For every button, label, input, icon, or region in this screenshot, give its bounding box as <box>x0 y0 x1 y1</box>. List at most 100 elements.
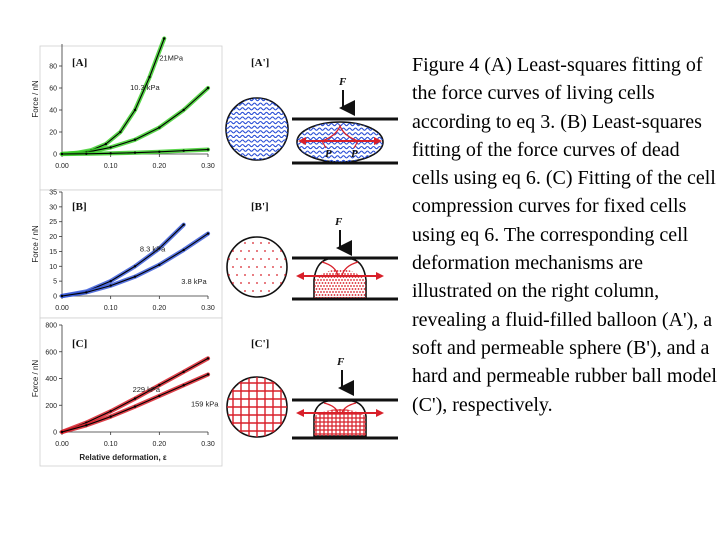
data-point-a-2 <box>85 152 88 155</box>
data-point-a-0 <box>104 142 108 146</box>
data-point-a-0 <box>133 108 137 112</box>
x-tick-label-a: 0.20 <box>153 163 167 170</box>
panel-c-background <box>39 317 223 467</box>
data-point-c-1 <box>206 373 210 376</box>
y-tick-label-a: 0 <box>53 152 57 159</box>
series-label-b-0: 8.3 kPa <box>140 244 166 253</box>
data-point-b-0 <box>182 223 185 226</box>
data-point-a-0 <box>163 37 166 40</box>
data-point-a-2 <box>182 149 185 152</box>
data-point-b-0 <box>109 279 112 283</box>
y-tick-label-c: 800 <box>45 323 57 330</box>
data-point-b-1 <box>182 248 185 252</box>
data-point-c-0 <box>182 370 185 374</box>
pressure-label-left: P <box>325 148 332 160</box>
data-point-a-1 <box>133 138 137 141</box>
data-point-a-2 <box>206 148 210 151</box>
data-point-c-1 <box>60 430 64 434</box>
data-point-c-1 <box>158 394 161 398</box>
rubber-ball-uncompressed <box>226 376 288 438</box>
panel-a-label: [A] <box>72 57 87 69</box>
data-point-a-2 <box>60 152 64 156</box>
x-axis-label-c: Relative deformation, ε <box>79 453 167 462</box>
data-point-b-1 <box>158 263 161 266</box>
y-tick-label-b: 5 <box>53 279 57 286</box>
pressure-label-right: P <box>351 148 358 160</box>
data-point-c-1 <box>133 405 137 408</box>
y-axis-label-a: Force / nN <box>31 80 40 118</box>
data-point-a-2 <box>158 150 161 153</box>
series-label-a-1: 10.3 kPa <box>130 83 160 92</box>
x-tick-label-a: 0.10 <box>104 163 118 170</box>
x-tick-label-c: 0.30 <box>201 441 215 448</box>
data-point-a-1 <box>109 146 112 149</box>
diagram-b-label: [B'] <box>251 201 269 213</box>
x-tick-label-c: 0.00 <box>55 441 69 448</box>
data-point-a-2 <box>133 151 137 154</box>
x-tick-label-b: 0.30 <box>201 305 215 312</box>
data-point-a-1 <box>206 86 210 90</box>
rubber-network-grid <box>227 377 287 437</box>
series-label-c-1: 159 kPa <box>191 400 219 409</box>
force-label-c: F <box>336 356 345 368</box>
force-label-a: F <box>338 76 347 88</box>
panel-b-label: [B] <box>72 201 87 213</box>
y-tick-label-b: 25 <box>49 219 57 226</box>
data-point-b-1 <box>133 275 137 278</box>
soft-sphere-uncompressed <box>226 236 288 298</box>
data-point-c-0 <box>206 357 210 360</box>
x-tick-label-c: 0.20 <box>153 441 167 448</box>
y-tick-label-c: 0 <box>53 430 57 437</box>
soft-sphere-compressed <box>313 258 367 299</box>
x-tick-label-a: 0.30 <box>201 163 215 170</box>
data-point-c-0 <box>133 397 137 400</box>
stress-curve-c <box>323 402 357 414</box>
series-label-c-0: 229 kPa <box>133 385 161 394</box>
figure-caption: Figure 4 (A) Least-squares fitting of th… <box>412 54 717 416</box>
y-tick-label-b: 0 <box>53 294 57 301</box>
x-tick-label-b: 0.10 <box>104 305 118 312</box>
data-point-b-0 <box>133 265 137 268</box>
y-tick-label-a: 60 <box>49 86 57 93</box>
balloon-cell-uncompressed <box>225 97 289 161</box>
diagram-c-prime: [C'] F <box>226 338 398 440</box>
x-tick-label-b: 0.00 <box>55 305 69 312</box>
y-tick-label-c: 200 <box>45 403 57 410</box>
data-point-c-0 <box>158 383 161 387</box>
data-point-a-0 <box>148 75 151 79</box>
data-point-c-0 <box>109 410 112 413</box>
x-tick-label-c: 0.10 <box>104 441 118 448</box>
y-tick-label-b: 15 <box>49 249 57 256</box>
data-point-b-1 <box>206 232 210 235</box>
data-point-a-1 <box>158 126 161 129</box>
data-point-b-1 <box>85 291 88 294</box>
plot-area-c: 0 200 400 600 800 0.00 0.10 0.20 0.30 Force / nN R… <box>31 323 219 463</box>
y-tick-label-a: 20 <box>49 130 57 137</box>
pressure-curve-a <box>321 124 359 142</box>
x-tick-label-a: 0.00 <box>55 163 69 170</box>
chart-a: [A] 0 20 40 60 80 0.00 0.10 0.20 0.30 Force / nN 2… <box>31 36 223 191</box>
data-point-a-2 <box>109 152 112 155</box>
panel-b-background <box>39 189 223 319</box>
plot-area-b: 0 5 10 15 20 25 30 35 0.00 0.10 0.20 0.30 Force / nN… <box>31 190 215 313</box>
stress-curve-b <box>321 261 359 277</box>
y-axis-label-b: Force / nN <box>31 225 40 263</box>
data-point-b-0 <box>158 247 161 250</box>
x-tick-label-b: 0.20 <box>153 305 167 312</box>
y-tick-label-b: 20 <box>49 234 57 241</box>
y-axis-label-c: Force / nN <box>31 360 40 398</box>
chart-c: [C] 0 200 400 600 800 0.00 0.10 0.20 0.30 Force /… <box>31 317 223 467</box>
diagram-b-prime: [B'] F <box>226 201 398 301</box>
data-point-c-1 <box>85 424 88 427</box>
y-tick-label-b: 35 <box>49 190 57 197</box>
data-point-a-1 <box>182 108 185 112</box>
force-label-b: F <box>334 216 343 228</box>
diagram-c-label: [C'] <box>251 338 269 350</box>
y-tick-label-c: 400 <box>45 376 57 383</box>
plot-area-a: 0 20 40 60 80 0.00 0.10 0.20 0.30 Force / nN 21MPa… <box>31 36 215 170</box>
data-point-a-0 <box>119 130 122 134</box>
data-point-c-1 <box>182 383 185 387</box>
series-label-b-1: 3.8 kPa <box>181 277 207 286</box>
diagram-a-label: [A'] <box>251 57 269 69</box>
y-tick-label-b: 10 <box>49 264 57 271</box>
